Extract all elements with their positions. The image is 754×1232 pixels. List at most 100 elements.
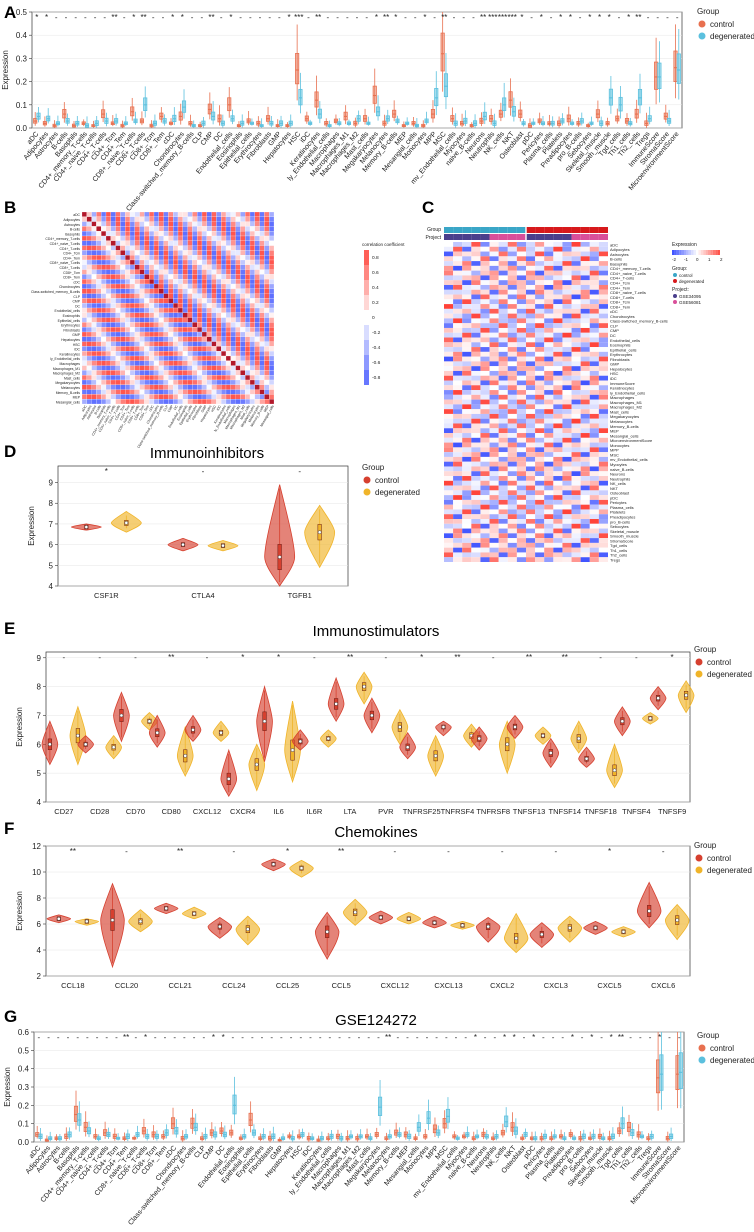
panel-a-significance: ** <box>111 13 117 22</box>
corr-cell <box>96 341 102 347</box>
corr-cell <box>259 370 265 376</box>
heatmap-cell <box>444 308 454 314</box>
heatmap-cell <box>580 437 590 443</box>
heatmap-cell <box>526 246 536 252</box>
corr-cell <box>105 379 111 385</box>
corr-cell <box>245 303 251 309</box>
corr-cell <box>230 322 236 328</box>
corr-cell <box>149 240 155 246</box>
corr-cell <box>101 240 107 246</box>
heatmap-cell <box>562 485 572 491</box>
corr-cell <box>225 211 231 217</box>
heatmap-cell <box>444 447 454 453</box>
corr-cell <box>206 269 212 275</box>
heatmap-cell <box>462 356 472 362</box>
panel-e-median-control <box>620 719 625 724</box>
heatmap-cell <box>444 499 454 505</box>
heatmap-cell <box>580 304 590 309</box>
panel-a-ytick-label: 0.0 <box>16 124 28 133</box>
corr-cell <box>81 283 87 289</box>
corr-cell <box>120 399 126 405</box>
corr-cell <box>182 255 188 261</box>
corr-cell <box>177 303 183 309</box>
corr-cell <box>101 394 107 400</box>
heatmap-cell <box>507 423 517 429</box>
heatmap-cell <box>589 380 599 386</box>
corr-cell <box>86 375 92 381</box>
corr-cell <box>144 399 150 405</box>
heatmap-cell <box>571 413 581 419</box>
corr-cell <box>249 370 255 376</box>
corr-cell <box>221 298 227 304</box>
heatmap-cell <box>589 361 599 367</box>
heatmap-row-label: Erythrocytes <box>610 352 632 357</box>
heatmap-cell <box>480 485 490 491</box>
heatmap-row-label: CD8+_T-cells <box>610 295 634 300</box>
corr-cell <box>163 259 169 265</box>
heatmap-cell <box>498 366 508 371</box>
panel-a-box-control <box>227 97 232 112</box>
corr-cell <box>177 317 183 323</box>
corr-cell <box>96 384 102 390</box>
panel-g-significance: * <box>513 1033 516 1042</box>
corr-row-label: Keratinocytes <box>59 352 80 356</box>
corr-legend-swatch <box>364 280 369 295</box>
heatmap-cell <box>571 428 581 434</box>
heatmap-cell <box>580 447 590 453</box>
corr-cell <box>187 394 193 400</box>
corr-cell <box>221 293 227 299</box>
corr-cell <box>139 269 145 275</box>
corr-cell <box>249 312 255 318</box>
legend-label-degenerated: degenerated <box>707 670 752 679</box>
corr-cell <box>134 240 140 246</box>
heatmap-cell <box>553 514 563 520</box>
corr-cell <box>81 312 87 318</box>
corr-cell <box>163 250 169 256</box>
heatmap-cell <box>571 423 581 429</box>
panel-g-significance: - <box>299 1033 302 1042</box>
corr-cell <box>249 341 255 347</box>
heatmap-cell <box>489 519 499 524</box>
corr-cell <box>187 360 193 366</box>
heatmap-cell <box>453 251 463 257</box>
corr-cell <box>129 293 135 299</box>
corr-cell <box>139 231 145 237</box>
corr-cell <box>144 379 150 385</box>
heatmap-cell <box>526 413 536 419</box>
corr-row-label: Megakaryocytes <box>55 381 80 385</box>
corr-cell <box>173 235 179 241</box>
corr-cell <box>259 379 265 385</box>
corr-cell <box>81 245 87 251</box>
corr-cell <box>177 341 183 347</box>
panel-g-significance: - <box>38 1033 41 1042</box>
heatmap-cell <box>589 280 599 285</box>
heatmap-cell <box>562 471 572 477</box>
heatmap-cell <box>462 375 472 381</box>
panel-a-significance: * <box>588 13 591 22</box>
corr-cell <box>91 298 97 304</box>
corr-cell <box>177 394 183 400</box>
panel-g-significance: - <box>173 1033 176 1042</box>
legend-title: Group <box>362 463 385 472</box>
heatmap-cell <box>544 246 554 252</box>
heatmap-cell <box>598 337 608 343</box>
heatmap-cell <box>498 308 508 314</box>
corr-cell <box>269 303 275 309</box>
corr-cell <box>120 231 126 237</box>
corr-cell <box>91 351 97 357</box>
heatmap-cell <box>471 466 481 472</box>
corr-cell <box>139 312 145 318</box>
heatmap-cell <box>571 404 581 410</box>
heatmap-cell <box>598 265 608 271</box>
heatmap-cell <box>462 380 472 386</box>
corr-cell <box>221 375 227 381</box>
corr-cell <box>125 307 131 313</box>
heatmap-cell <box>471 490 481 496</box>
corr-cell <box>153 288 159 294</box>
corr-cell <box>245 384 251 390</box>
heatmap-cell <box>580 499 590 505</box>
heatmap-row-label: Monocytes <box>610 443 629 448</box>
heatmap-cell <box>553 270 563 276</box>
panel-g-significance: - <box>67 1033 70 1042</box>
